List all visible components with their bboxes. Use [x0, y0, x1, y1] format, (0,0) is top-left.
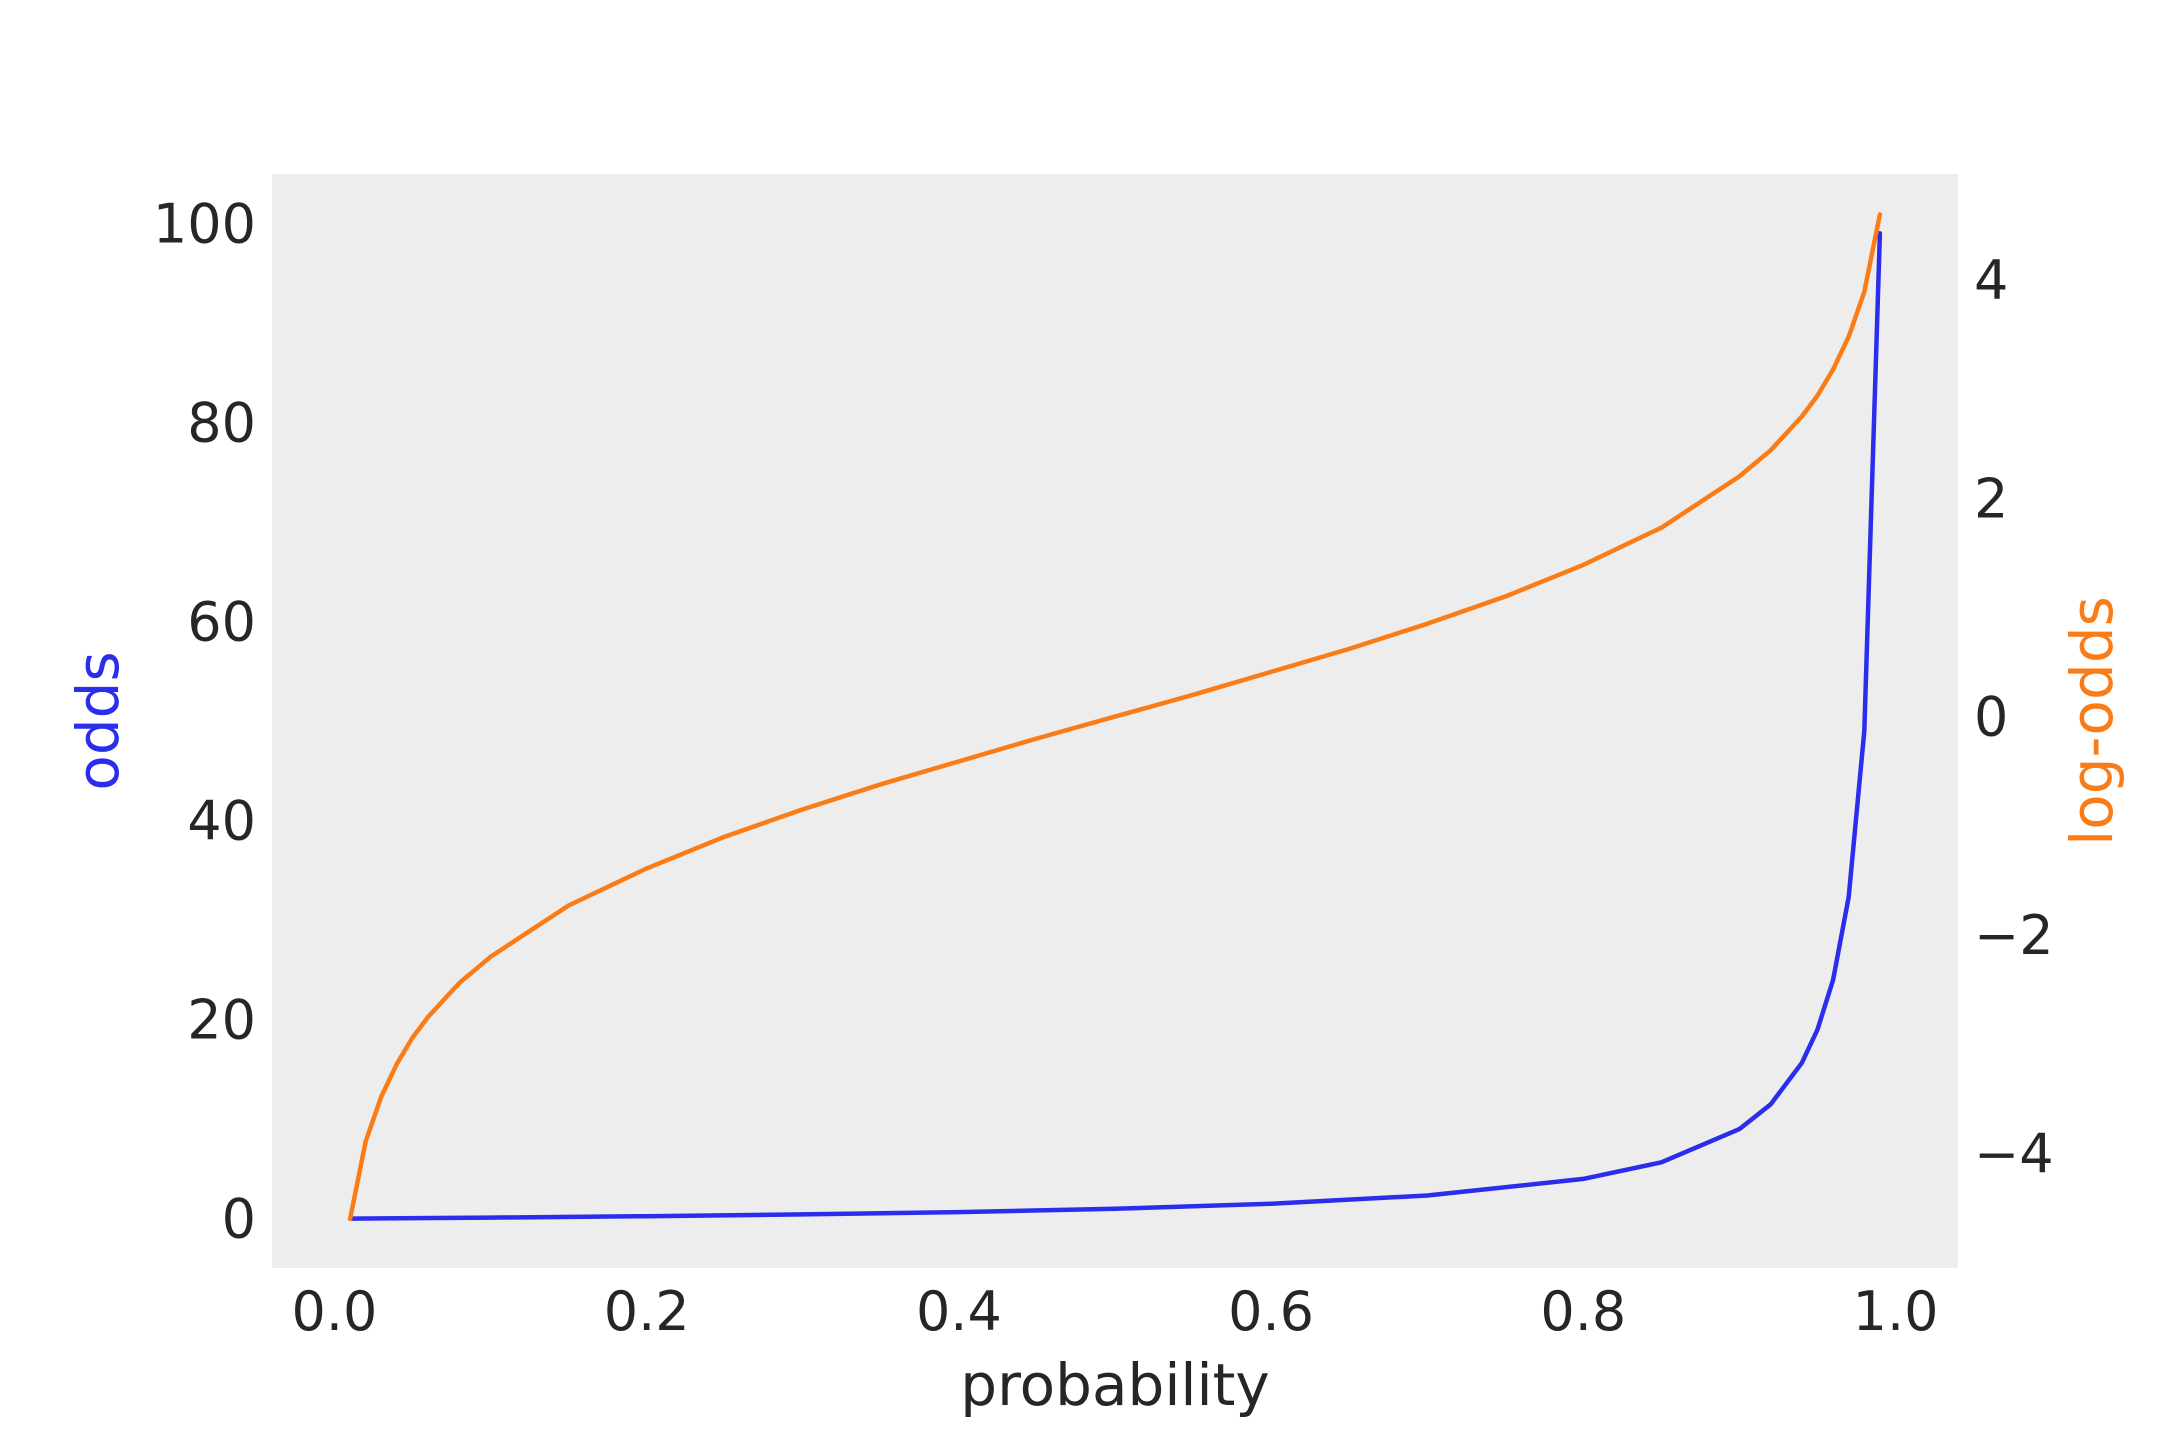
y-left-tick-labels: 0 20 40 60 80 100 — [153, 192, 256, 1250]
series-line-log-odds — [347, 212, 1883, 1222]
y-right-axis-label: log-odds — [2058, 596, 2126, 846]
x-tick-label: 0.8 — [1540, 1280, 1626, 1343]
y-left-tick-label: 0 — [222, 1188, 256, 1251]
y-right-tick-labels: −4 −2 0 2 4 — [1974, 249, 2054, 1185]
x-tick-label: 1.0 — [1853, 1280, 1939, 1343]
series-layer — [347, 212, 1883, 1222]
y-left-tick-label: 80 — [187, 391, 256, 454]
y-left-tick-label: 20 — [187, 989, 256, 1052]
y-left-tick-label: 40 — [187, 790, 256, 853]
y-right-tick-label: 4 — [1974, 249, 2008, 312]
x-tick-labels: 0.0 0.2 0.4 0.6 0.8 1.0 — [291, 1280, 1938, 1343]
x-tick-label: 0.4 — [916, 1280, 1002, 1343]
y-left-tick-label: 60 — [187, 591, 256, 654]
y-right-tick-label: 0 — [1974, 686, 2008, 749]
y-left-tick-label: 100 — [153, 192, 256, 255]
plot-area — [272, 174, 1958, 1268]
x-tick-label: 0.6 — [1228, 1280, 1314, 1343]
x-tick-label: 0.2 — [604, 1280, 690, 1343]
x-axis-label: probability — [960, 1351, 1269, 1419]
y-right-tick-label: 2 — [1974, 467, 2008, 530]
y-right-tick-label: −2 — [1974, 904, 2054, 967]
x-tick-label: 0.0 — [291, 1280, 377, 1343]
series-line-odds — [347, 231, 1883, 1221]
y-right-tick-label: −4 — [1974, 1122, 2054, 1185]
y-left-axis-label: odds — [64, 651, 132, 790]
